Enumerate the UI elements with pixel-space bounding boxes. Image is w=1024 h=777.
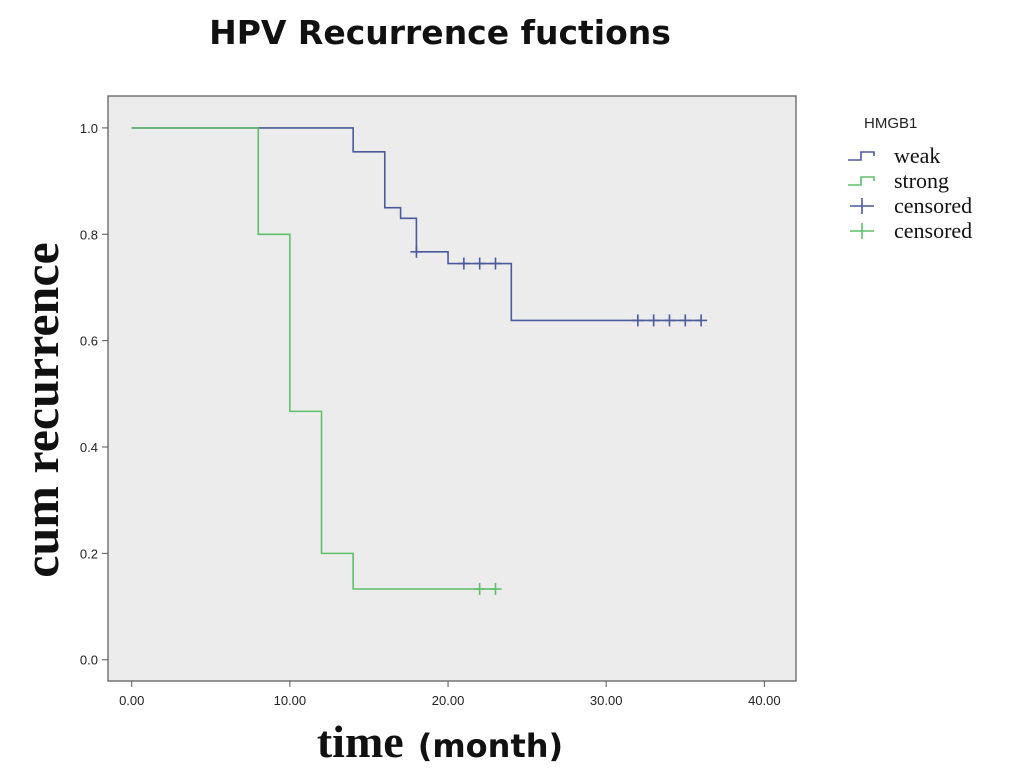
x-axis-ticks: 0.00 10.00 20.00 30.00 40.00: [119, 681, 781, 708]
censor-mark-weak: [457, 257, 470, 270]
censor-mark-weak: [631, 314, 644, 327]
legend-entry-strong: strong: [848, 168, 949, 193]
y-tick-label: 0.6: [80, 334, 98, 349]
censor-mark-strong: [473, 582, 486, 595]
y-tick-label: 0.8: [80, 227, 98, 242]
legend-entry-weak: weak: [848, 143, 940, 168]
censor-mark-weak: [410, 245, 423, 258]
censor-mark-weak: [679, 314, 692, 327]
x-tick-label: 0.00: [119, 693, 144, 708]
legend-label: weak: [894, 143, 940, 168]
x-axis-label-main: time: [317, 716, 404, 767]
x-tick-label: 30.00: [590, 693, 623, 708]
censor-mark-weak: [473, 257, 486, 270]
legend-label: censored: [894, 193, 972, 218]
legend-swatch: [848, 151, 875, 161]
series-layer: [131, 127, 708, 595]
y-tick-label: 1.0: [80, 121, 98, 136]
legend-entry-censored-strong: censored: [850, 218, 972, 243]
plot-area: [107, 95, 797, 682]
x-axis-label: time (month): [317, 716, 563, 767]
legend-label: strong: [894, 168, 949, 193]
censor-mark-strong: [489, 582, 502, 595]
censor-mark-weak: [663, 314, 676, 327]
censor-mark-weak: [489, 257, 502, 270]
legend-title: HMGB1: [864, 115, 917, 132]
x-tick-label: 20.00: [432, 693, 465, 708]
y-tick-label: 0.4: [80, 440, 98, 455]
y-tick-label: 0.2: [80, 546, 98, 561]
censor-mark-weak: [647, 314, 660, 327]
x-tick-label: 10.00: [274, 693, 307, 708]
legend-swatch: [848, 176, 875, 186]
legend-entry-censored-weak: censored: [850, 193, 972, 218]
legend-label: censored: [894, 218, 972, 243]
y-axis-ticks: 0.0 0.2 0.4 0.6 0.8 1.0: [80, 121, 108, 668]
chart-title: HPV Recurrence fuctions: [209, 13, 671, 52]
censor-mark-weak: [695, 314, 708, 327]
y-axis-label: cum recurrence: [13, 242, 69, 578]
series-line-strong: [131, 127, 496, 590]
y-tick-label: 0.0: [80, 653, 98, 668]
x-axis-label-unit: (month): [418, 727, 563, 765]
x-tick-label: 40.00: [748, 693, 781, 708]
